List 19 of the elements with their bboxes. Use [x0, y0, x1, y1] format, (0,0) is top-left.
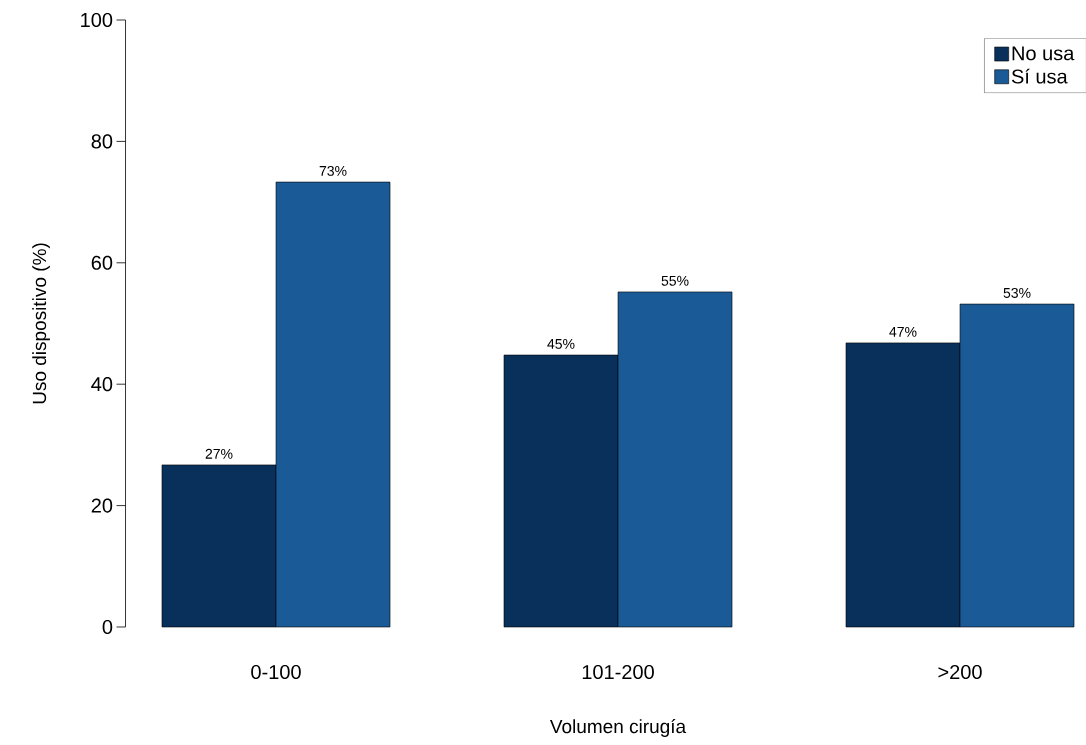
y-tick-label: 40: [91, 377, 113, 392]
x-tick-label: >200: [938, 664, 982, 680]
data-label: 27%: [205, 448, 233, 459]
y-tick-label: 80: [91, 134, 113, 149]
y-tick-label: 20: [91, 498, 113, 513]
data-label: 73%: [319, 165, 347, 176]
x-tick-label: 0-100: [251, 664, 301, 680]
legend-label: No usa: [1012, 46, 1075, 61]
y-axis-title: Uso dispositivo (%): [32, 243, 50, 404]
data-label: 55%: [661, 275, 689, 286]
data-label: 53%: [1003, 287, 1031, 298]
y-tick-label: 60: [91, 255, 113, 270]
legend-label: Sí usa: [1011, 68, 1068, 84]
data-label: 47%: [889, 326, 917, 337]
x-axis-title: Volumen cirugía: [549, 719, 687, 737]
data-label: 45%: [547, 339, 575, 349]
y-tick-label: 100: [81, 12, 113, 28]
y-tick-label: 0: [102, 619, 113, 635]
x-tick-label: 101-200: [582, 664, 654, 680]
